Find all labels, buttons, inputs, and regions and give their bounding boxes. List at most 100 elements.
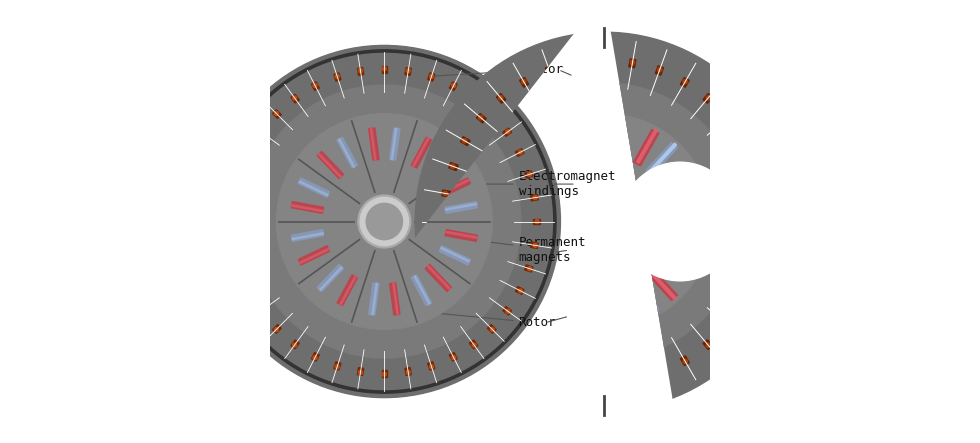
Circle shape xyxy=(443,247,448,252)
Circle shape xyxy=(518,150,522,154)
Polygon shape xyxy=(503,197,541,212)
Polygon shape xyxy=(519,356,528,365)
Circle shape xyxy=(229,220,233,223)
Polygon shape xyxy=(633,129,659,166)
Polygon shape xyxy=(591,117,598,154)
Circle shape xyxy=(441,219,445,224)
Polygon shape xyxy=(532,143,560,172)
Circle shape xyxy=(429,74,433,78)
Polygon shape xyxy=(450,353,458,361)
Polygon shape xyxy=(476,113,486,123)
Circle shape xyxy=(451,275,455,279)
Circle shape xyxy=(237,267,241,271)
Polygon shape xyxy=(442,190,451,197)
Polygon shape xyxy=(440,219,448,224)
Polygon shape xyxy=(469,340,478,349)
Polygon shape xyxy=(656,66,663,75)
Polygon shape xyxy=(405,368,412,375)
Polygon shape xyxy=(608,118,620,156)
Polygon shape xyxy=(722,113,732,123)
Circle shape xyxy=(382,67,386,71)
Circle shape xyxy=(726,323,730,327)
Polygon shape xyxy=(509,177,543,194)
Polygon shape xyxy=(445,229,477,241)
Polygon shape xyxy=(509,175,546,198)
Polygon shape xyxy=(503,307,512,315)
Polygon shape xyxy=(515,148,524,156)
Polygon shape xyxy=(680,78,689,87)
Circle shape xyxy=(567,184,642,259)
Polygon shape xyxy=(230,242,238,249)
Polygon shape xyxy=(229,219,236,224)
Circle shape xyxy=(259,130,263,134)
Polygon shape xyxy=(461,137,470,146)
Polygon shape xyxy=(509,249,543,266)
Polygon shape xyxy=(629,59,636,68)
Polygon shape xyxy=(662,245,701,268)
Polygon shape xyxy=(670,199,708,210)
Polygon shape xyxy=(524,171,533,178)
Polygon shape xyxy=(298,246,329,265)
Polygon shape xyxy=(393,283,399,315)
Circle shape xyxy=(533,243,537,247)
Polygon shape xyxy=(291,202,323,214)
Circle shape xyxy=(335,74,339,78)
Polygon shape xyxy=(573,59,580,68)
Polygon shape xyxy=(550,129,575,166)
Circle shape xyxy=(443,191,448,196)
Polygon shape xyxy=(662,175,701,198)
Polygon shape xyxy=(497,93,506,103)
Polygon shape xyxy=(550,277,575,314)
Polygon shape xyxy=(439,246,470,265)
Circle shape xyxy=(359,69,363,73)
Polygon shape xyxy=(412,275,431,306)
Circle shape xyxy=(478,116,483,120)
Polygon shape xyxy=(573,375,580,384)
Polygon shape xyxy=(425,264,452,291)
Polygon shape xyxy=(292,205,323,212)
Polygon shape xyxy=(312,82,319,90)
Polygon shape xyxy=(427,362,435,370)
Circle shape xyxy=(763,219,768,224)
Polygon shape xyxy=(338,139,355,167)
Polygon shape xyxy=(334,73,341,81)
Circle shape xyxy=(246,150,250,154)
Polygon shape xyxy=(337,137,358,168)
Polygon shape xyxy=(292,233,323,240)
Circle shape xyxy=(451,164,455,168)
Polygon shape xyxy=(533,219,540,224)
Circle shape xyxy=(276,114,492,329)
Polygon shape xyxy=(245,148,254,156)
Polygon shape xyxy=(440,179,469,194)
Polygon shape xyxy=(440,247,469,262)
Polygon shape xyxy=(531,143,563,175)
Circle shape xyxy=(259,309,263,313)
Text: Rotor: Rotor xyxy=(400,310,556,329)
Polygon shape xyxy=(318,154,341,178)
Polygon shape xyxy=(450,82,458,90)
Polygon shape xyxy=(656,368,663,377)
Polygon shape xyxy=(381,370,387,377)
Polygon shape xyxy=(427,73,435,81)
Polygon shape xyxy=(531,268,563,300)
Polygon shape xyxy=(680,356,689,365)
Circle shape xyxy=(527,172,531,176)
Circle shape xyxy=(416,32,794,411)
Polygon shape xyxy=(390,128,400,160)
Circle shape xyxy=(630,60,635,65)
Polygon shape xyxy=(552,129,572,163)
Circle shape xyxy=(535,220,539,223)
Circle shape xyxy=(209,46,561,397)
Circle shape xyxy=(683,79,687,84)
Polygon shape xyxy=(530,242,538,249)
Polygon shape xyxy=(739,137,749,146)
Circle shape xyxy=(754,275,759,279)
Polygon shape xyxy=(449,163,459,171)
Polygon shape xyxy=(426,152,449,176)
Circle shape xyxy=(658,67,662,72)
Polygon shape xyxy=(413,138,429,167)
Polygon shape xyxy=(637,129,658,163)
Circle shape xyxy=(360,197,409,246)
Polygon shape xyxy=(300,249,329,264)
Circle shape xyxy=(707,343,710,347)
